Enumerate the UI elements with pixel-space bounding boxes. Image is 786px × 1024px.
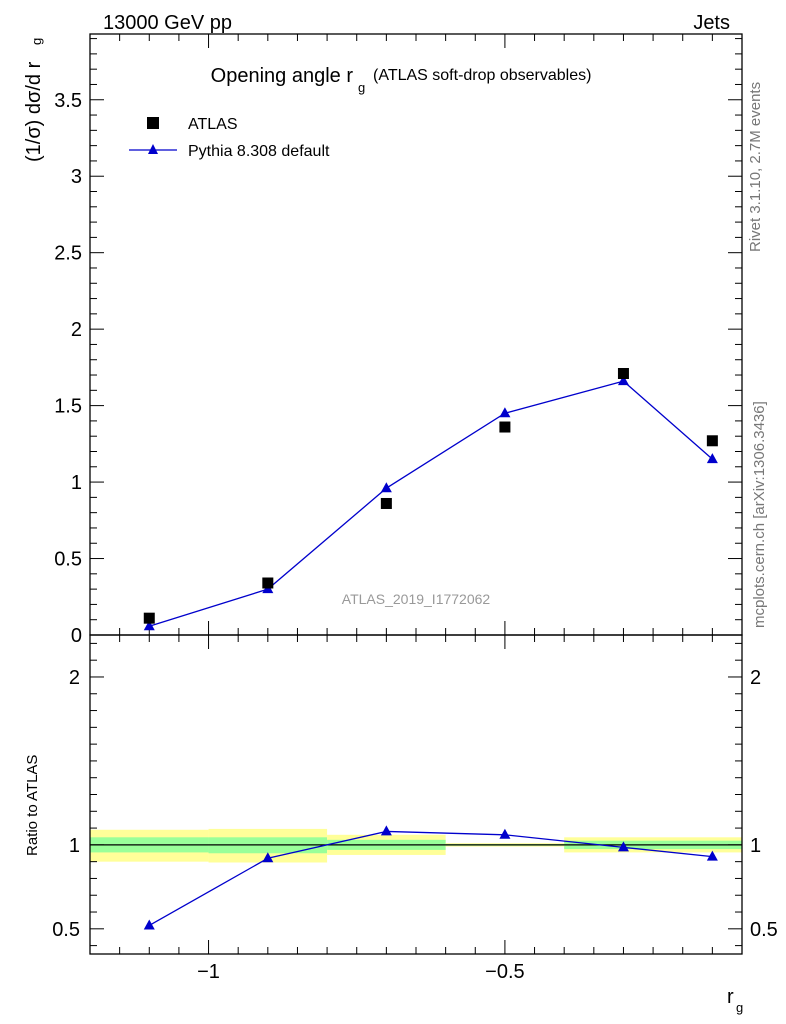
pythia-line bbox=[149, 380, 713, 627]
ratio-ytick-label-left: 0.5 bbox=[52, 919, 80, 941]
main-ytick-label: 2.5 bbox=[54, 243, 82, 265]
ratio-panel: 0.5 0.5 1 1 2 2 −1 −0.5 Ratio to ATLAS r g bbox=[24, 634, 778, 1015]
analysis-label: ATLAS_2019_I1772062 bbox=[342, 591, 491, 607]
ratio-ticks: 0.5 0.5 1 1 2 2 −1 −0.5 bbox=[52, 635, 778, 983]
ratio-xtick-label: −1 bbox=[197, 961, 220, 983]
legend-atlas-marker bbox=[147, 117, 159, 129]
main-ytick-label: 3 bbox=[71, 166, 82, 188]
ratio-bands bbox=[90, 828, 742, 863]
main-series bbox=[143, 367, 718, 631]
atlas-point bbox=[143, 612, 155, 624]
ratio-pythia-point bbox=[617, 841, 629, 852]
main-ylabel-sub: g bbox=[29, 38, 44, 45]
ratio-pythia-line bbox=[148, 830, 713, 927]
ratio-ytick-label-left: 2 bbox=[69, 667, 80, 689]
ratio-xlabel-sub: g bbox=[736, 1000, 743, 1015]
mcplots-label: mcplots.cern.ch [arXiv:1306.3436] bbox=[751, 401, 768, 628]
main-ytick-label: 3.5 bbox=[54, 90, 82, 112]
atlas-point bbox=[617, 367, 629, 379]
ratio-pythia-point bbox=[706, 850, 718, 861]
ratio-pythia-point bbox=[380, 825, 392, 836]
legend-atlas-label: ATLAS bbox=[188, 116, 238, 133]
header-left: 13000 GeV pp bbox=[103, 12, 232, 34]
ratio-ytick-label-left: 1 bbox=[69, 835, 80, 857]
main-title-suffix: (ATLAS soft-drop observables) bbox=[373, 67, 591, 84]
main-ytick-label: 1 bbox=[71, 472, 82, 494]
atlas-point bbox=[380, 497, 392, 509]
main-x-ticks bbox=[89, 34, 743, 635]
rivet-label: Rivet 3.1.10, 2.7M events bbox=[747, 82, 764, 252]
header-right: Jets bbox=[693, 12, 730, 34]
ratio-pythia-point bbox=[143, 919, 155, 930]
main-title-sub: g bbox=[358, 80, 365, 95]
main-ytick-label: 2 bbox=[71, 319, 82, 341]
ratio-frame bbox=[89, 634, 743, 955]
ratio-pythia-point bbox=[499, 828, 511, 839]
ratio-pythia-point bbox=[262, 852, 274, 863]
main-ylabel: (1/σ) dσ/d r bbox=[23, 61, 45, 162]
atlas-point bbox=[262, 577, 274, 589]
pythia-point bbox=[617, 375, 629, 386]
main-ytick-label: 1.5 bbox=[54, 396, 82, 418]
ratio-xtick-label: −0.5 bbox=[485, 961, 524, 983]
pythia-point bbox=[380, 482, 392, 493]
ratio-ytick-label-right: 0.5 bbox=[750, 919, 778, 941]
pythia-point bbox=[143, 620, 155, 631]
pythia-point bbox=[706, 453, 718, 464]
main-panel: Opening angle r g (ATLAS soft-drop obser… bbox=[23, 33, 743, 647]
main-ytick-label: 0.5 bbox=[54, 549, 82, 571]
ratio-series bbox=[143, 825, 718, 930]
legend-pythia-marker bbox=[148, 144, 158, 154]
ratio-ytick-label-right: 1 bbox=[750, 835, 761, 857]
ratio-ylabel: Ratio to ATLAS bbox=[24, 755, 41, 856]
main-title: Opening angle r bbox=[211, 65, 354, 87]
legend-pythia-label: Pythia 8.308 default bbox=[188, 143, 330, 160]
atlas-point bbox=[706, 435, 718, 447]
pythia-point bbox=[499, 407, 511, 418]
main-y-ticks: 0 0.5 1 1.5 2 2.5 3 3.5 bbox=[54, 38, 742, 647]
atlas-point bbox=[499, 421, 511, 433]
ratio-ytick-label-right: 2 bbox=[750, 667, 761, 689]
main-ytick-label: 0 bbox=[71, 625, 82, 647]
ratio-xlabel: r bbox=[727, 986, 734, 1008]
